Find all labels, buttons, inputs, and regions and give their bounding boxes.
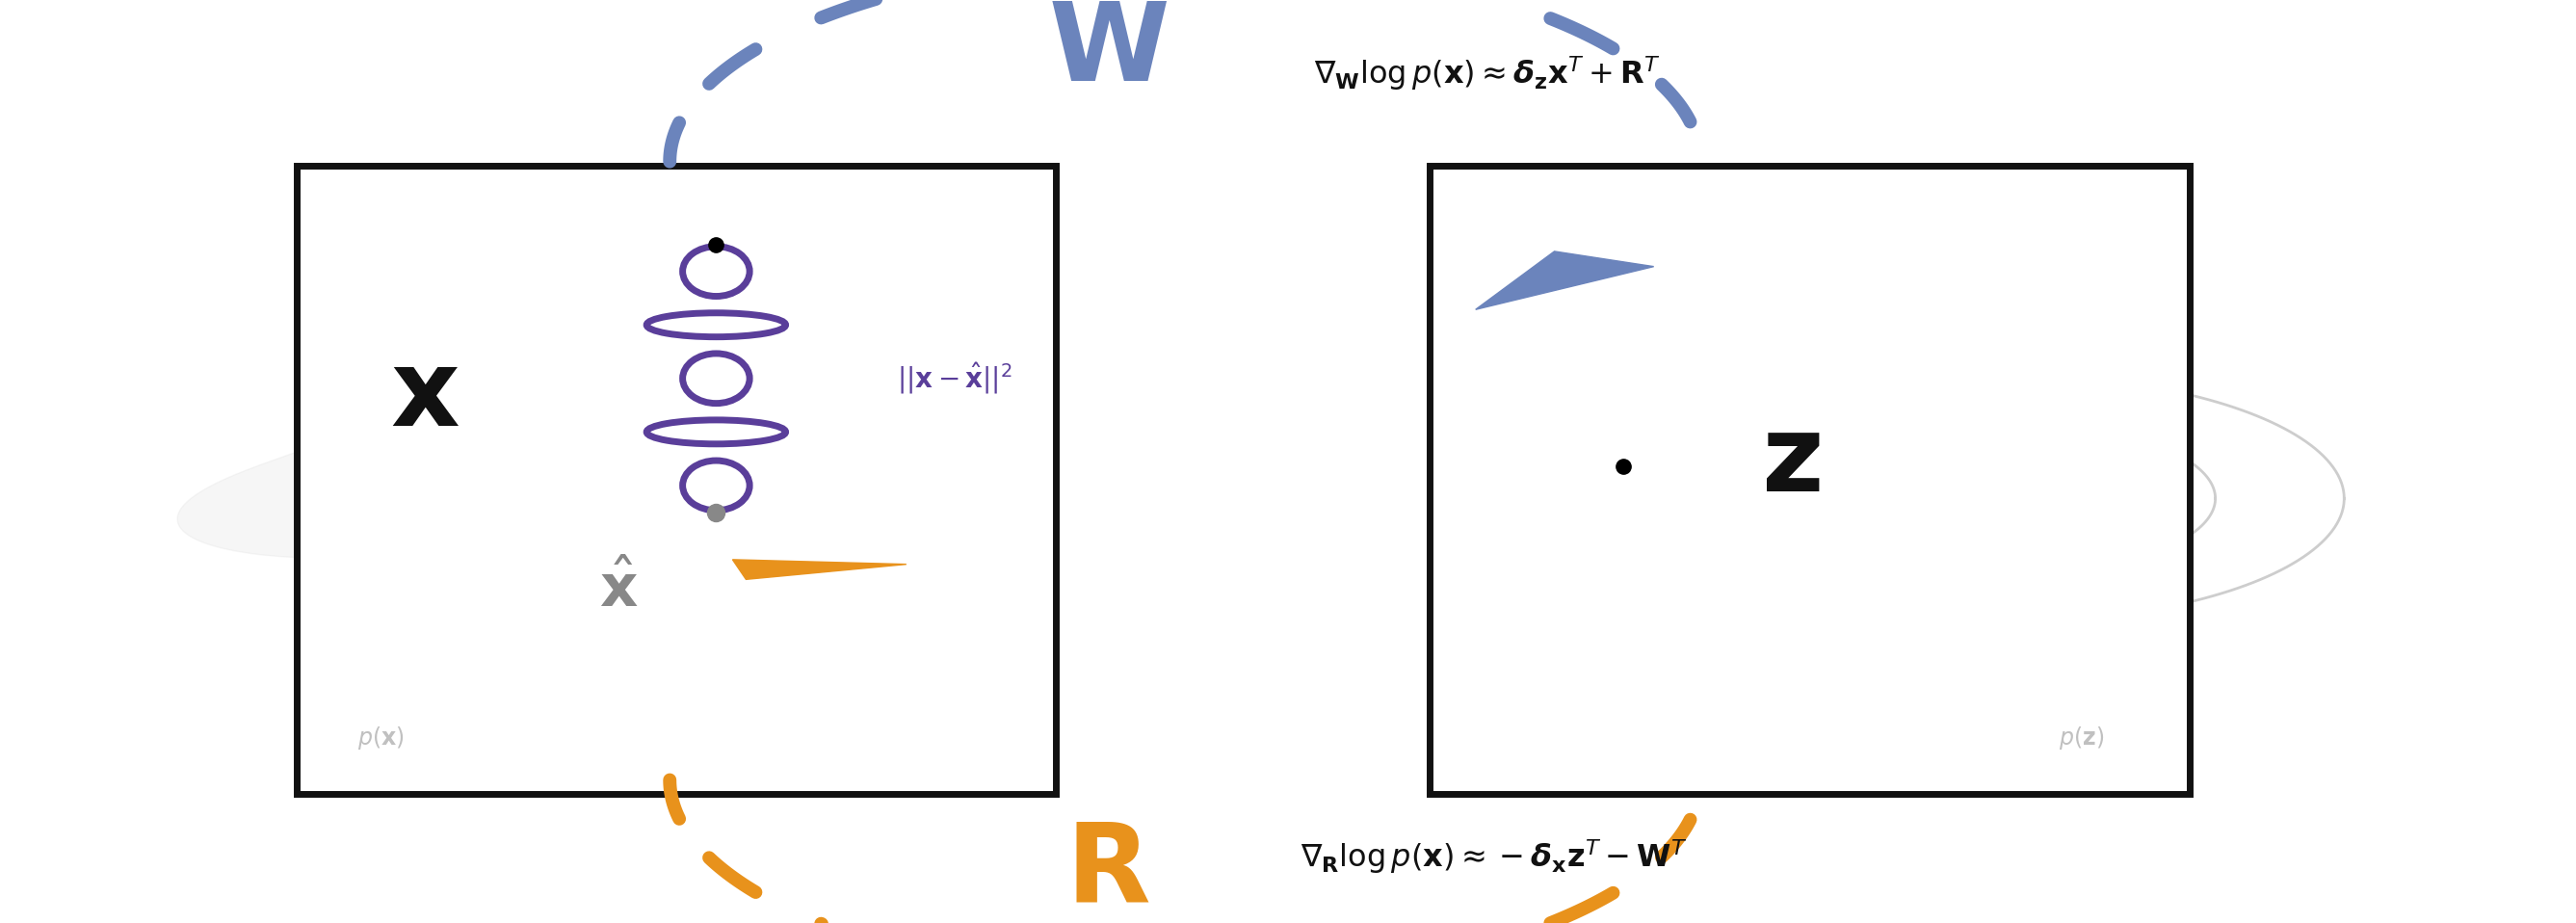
Text: $\hat{\mathbf{x}}$: $\hat{\mathbf{x}}$ [598, 562, 639, 619]
Text: $\mathbf{z}$: $\mathbf{z}$ [1762, 410, 1819, 513]
Polygon shape [327, 366, 876, 518]
Polygon shape [178, 324, 1023, 558]
Text: $p(\mathbf{x})$: $p(\mathbf{x})$ [358, 725, 404, 752]
Bar [1430, 166, 2190, 794]
Polygon shape [732, 559, 907, 580]
Text: $\nabla_{\mathbf{R}}\log p(\mathbf{x})\approx-\boldsymbol{\delta}_{\mathbf{x}}\m: $\nabla_{\mathbf{R}}\log p(\mathbf{x})\a… [1301, 837, 1687, 876]
Text: $\nabla_{\mathbf{W}}\log p(\mathbf{x})\approx\boldsymbol{\delta}_{\mathbf{z}}\ma: $\nabla_{\mathbf{W}}\log p(\mathbf{x})\a… [1314, 54, 1662, 93]
Polygon shape [456, 402, 752, 484]
Polygon shape [1476, 251, 1654, 309]
Text: $\mathbf{R}$: $\mathbf{R}$ [1066, 819, 1149, 923]
Text: $p(\mathbf{z})$: $p(\mathbf{z})$ [2058, 725, 2105, 752]
Bar [296, 166, 1056, 794]
Text: $||\mathbf{x}-\hat{\mathbf{x}}||^2$: $||\mathbf{x}-\hat{\mathbf{x}}||^2$ [896, 361, 1012, 396]
Text: $\mathbf{W}$: $\mathbf{W}$ [1048, 0, 1167, 104]
Text: $\mathbf{x}$: $\mathbf{x}$ [392, 345, 459, 449]
